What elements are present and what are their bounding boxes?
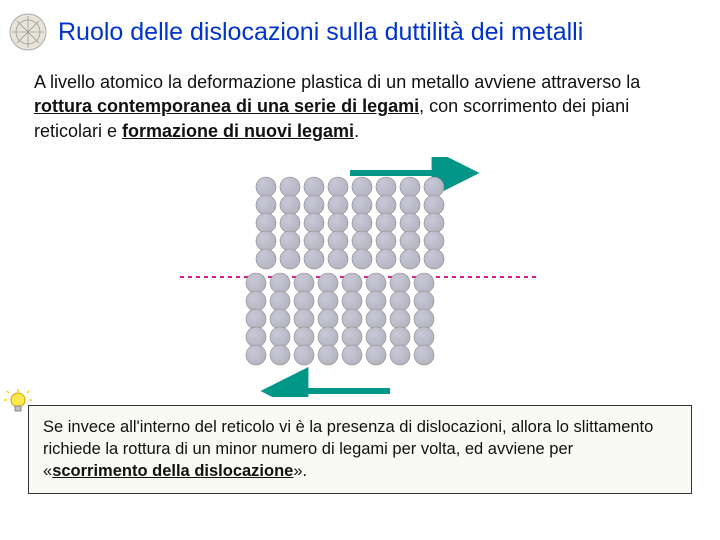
page-title: Ruolo delle dislocazioni sulla duttilità…	[58, 17, 583, 47]
paragraph-main: A livello atomico la deformazione plasti…	[0, 58, 720, 149]
atoms-diagram	[150, 157, 570, 397]
seal-logo	[8, 12, 48, 52]
note-box: Se invece all'interno del reticolo vi è …	[28, 405, 692, 494]
para1-pre: A livello atomico la deformazione plasti…	[34, 72, 640, 92]
para1-bold1: rottura contemporanea di una serie di le…	[34, 96, 419, 116]
note-bold: scorrimento della dislocazione	[52, 462, 293, 480]
lightbulb-icon	[3, 388, 33, 418]
para1-post: .	[354, 121, 359, 141]
para1-bold2: formazione di nuovi legami	[122, 121, 354, 141]
note-post: ».	[293, 462, 307, 480]
